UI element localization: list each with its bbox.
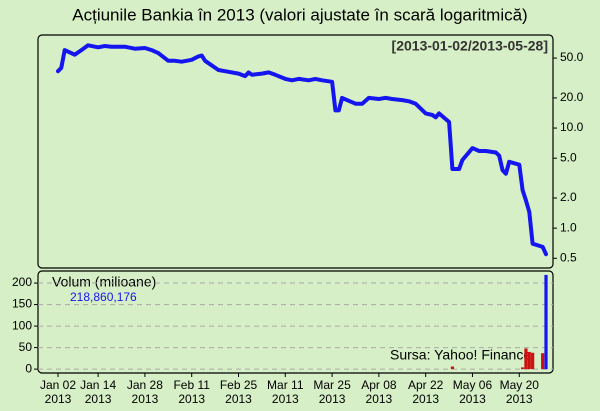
x-tick-year: 2013 [366, 392, 393, 406]
x-tick-label: Mar 25 [313, 378, 351, 392]
volume-label: Volum (milioane) [52, 274, 156, 290]
x-tick-label: Mar 11 [267, 378, 304, 392]
x-tick-year: 2013 [412, 392, 439, 406]
x-tick-label: May 06 [453, 378, 493, 392]
volume-frame [37, 270, 554, 374]
date-range: [2013-01-02/2013-05-28] [392, 38, 548, 54]
price-line [56, 43, 548, 257]
x-tick-year: 2013 [132, 392, 159, 406]
x-tick-year: 2013 [319, 392, 346, 406]
value-label: 218,860,176 [70, 290, 137, 304]
y-tick-label: 20.0 [560, 90, 584, 104]
y-tick-label: 150 [12, 297, 32, 311]
x-tick-year: 2013 [459, 392, 486, 406]
x-tick-year: 2013 [45, 392, 72, 406]
x-tick-label: Feb 25 [220, 378, 258, 392]
y-tick-label: 0.5 [560, 250, 577, 264]
y-tick-label: 200 [12, 275, 32, 289]
x-tick-year: 2013 [272, 392, 299, 406]
x-tick-label: Apr 22 [408, 378, 444, 392]
y-tick-label: 50 [19, 340, 33, 354]
y-tick-label: 0 [25, 361, 32, 375]
y-tick-label: 100 [12, 318, 32, 332]
source: Sursa: Yahoo! Finance [390, 347, 531, 363]
x-tick-year: 2013 [506, 392, 533, 406]
chart-title: Acțiunile Bankia în 2013 (valori ajustat… [72, 5, 527, 24]
volume-bar [541, 353, 545, 370]
volume-bar [450, 366, 455, 370]
y-tick-label: 2.0 [560, 190, 577, 204]
volume-bar [531, 352, 535, 370]
x-tick-label: Apr 08 [361, 378, 397, 392]
x-tick-year: 2013 [178, 392, 205, 406]
volume-bar [521, 367, 525, 370]
y-tick-label: 1.0 [560, 220, 577, 234]
y-tick-label: 10.0 [560, 120, 584, 134]
y-tick-label: 50.0 [560, 50, 584, 64]
x-tick-label: Jan 28 [127, 378, 163, 392]
price-frame [37, 34, 554, 269]
y-tick-label: 5.0 [560, 150, 577, 164]
volume-bar [527, 351, 531, 370]
x-tick-label: Jan 14 [80, 378, 116, 392]
volume-bar [524, 348, 528, 370]
x-tick-year: 2013 [225, 392, 252, 406]
x-tick-label: May 20 [500, 378, 540, 392]
volume-bar [544, 274, 548, 370]
x-tick-year: 2013 [85, 392, 112, 406]
x-tick-label: Jan 02 [40, 378, 76, 392]
x-tick-label: Feb 11 [173, 378, 210, 392]
